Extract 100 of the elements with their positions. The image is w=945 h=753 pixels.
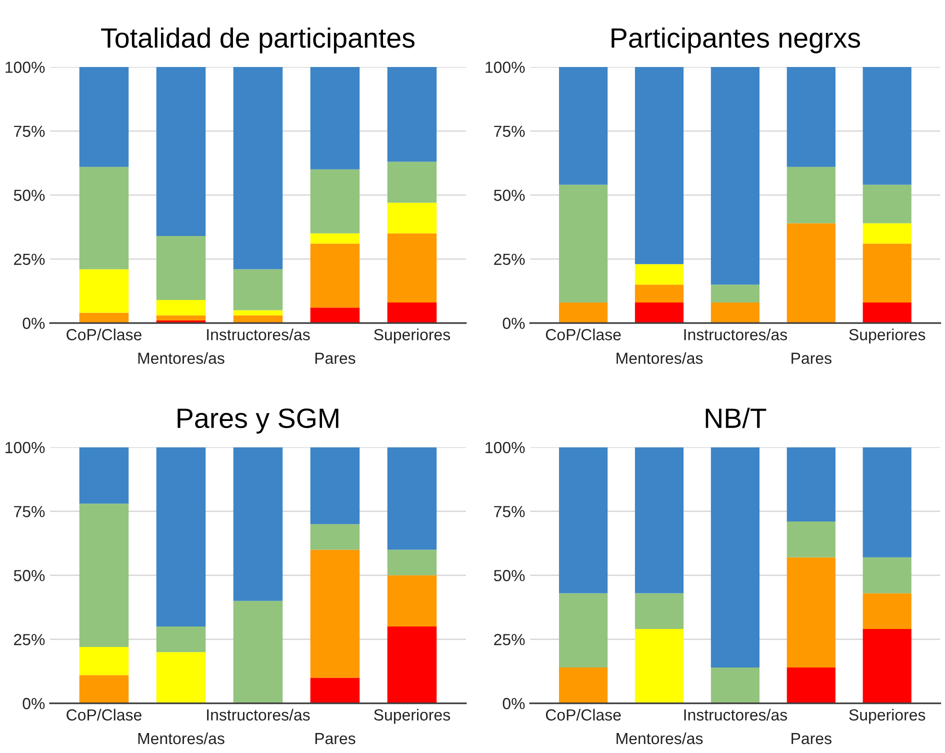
bar [862,223,912,244]
bar [79,269,129,313]
bar [233,67,283,270]
x-tick-label: Instructores/as [684,328,788,340]
bar [559,593,608,668]
bar [79,166,129,270]
y-tick-label: 75% [494,506,525,518]
y-tick-label: 0% [22,698,45,710]
bar [79,447,129,504]
bar [862,244,912,303]
y-tick-label: 25% [494,634,525,646]
y-tick-label: 0% [502,318,525,329]
bar [310,244,360,308]
bar [862,184,912,224]
bar [79,646,129,676]
bar [233,310,283,316]
bar [310,524,360,550]
y-tick-label: 50% [494,570,525,582]
y-tick-label: 25% [494,254,525,265]
bar [310,67,360,170]
y-tick-label: 0% [502,698,525,710]
x-tick-label: CoP/Clase [546,328,621,340]
bar [786,447,836,522]
y-tick-label: 100% [6,442,45,454]
bar [710,447,760,668]
bar [786,67,836,167]
bar [710,67,760,285]
bar [387,302,437,324]
bar [862,629,912,704]
bar [156,300,206,316]
bar [559,667,608,704]
bar [387,162,437,203]
bar [710,302,760,324]
x-tick-label: Instructores/as [684,708,788,721]
chart-title: Pares y SGM [178,408,338,434]
y-tick-label: 75% [14,126,45,137]
bar [156,67,206,236]
y-tick-label: 50% [494,190,525,201]
y-tick-label: 50% [14,190,45,201]
bar [786,667,836,704]
bar [634,302,684,324]
bar [156,626,206,652]
bar [862,447,912,558]
x-tick-label: Superiores [374,708,450,724]
y-tick-label: 100% [6,62,45,73]
bar [634,264,684,285]
chart-title: Participantes negrxs [612,27,860,54]
chart-title: NB/T [706,408,766,428]
bar [387,626,437,704]
bar [156,315,206,320]
bar [310,233,360,244]
x-tick-label: CoP/Clase [546,708,621,721]
bar [862,593,912,630]
bar [79,675,129,704]
y-tick-label: 25% [14,634,45,646]
x-tick-label: Pares [792,352,832,364]
y-tick-label: 75% [494,126,525,137]
bar [862,67,912,185]
bar [310,447,360,524]
bar [310,550,360,678]
y-tick-label: 100% [486,62,525,73]
y-tick-label: 100% [486,442,525,454]
x-tick-label: Instructores/as [207,328,310,340]
bar [634,447,684,594]
bar [634,629,684,704]
x-tick-label: Pares [792,733,832,744]
bar [233,600,283,704]
bar [387,202,437,234]
x-tick-label: Mentores/as [616,732,703,744]
bar [710,667,760,704]
bar [786,166,836,224]
bar [559,302,608,324]
y-tick-label: 0% [22,318,45,329]
bar [310,169,360,234]
bar [387,550,437,576]
x-tick-label: Superiores [849,708,926,724]
x-tick-label: Mentores/as [616,352,703,364]
bar [387,447,437,550]
bar [862,302,912,324]
x-tick-label: Instructores/as [207,708,310,721]
chart-title: Totalidad de participantes [101,27,414,54]
bar [786,223,836,324]
x-tick-label: CoP/Clase [66,328,142,340]
x-tick-label: Pares [315,352,356,364]
bar [387,575,437,626]
bar [862,557,912,594]
bar [786,557,836,668]
bar [79,504,129,647]
bar [387,67,437,162]
bar [710,284,760,303]
bar [634,593,684,630]
x-tick-label: Mentores/as [138,352,224,364]
x-tick-label: Superiores [849,328,926,344]
x-tick-label: Mentores/as [138,732,224,744]
bar [233,447,283,601]
bar [559,447,608,594]
x-tick-label: Superiores [374,328,450,344]
y-tick-label: 75% [14,506,45,518]
bar [634,67,684,264]
bar [156,236,206,300]
